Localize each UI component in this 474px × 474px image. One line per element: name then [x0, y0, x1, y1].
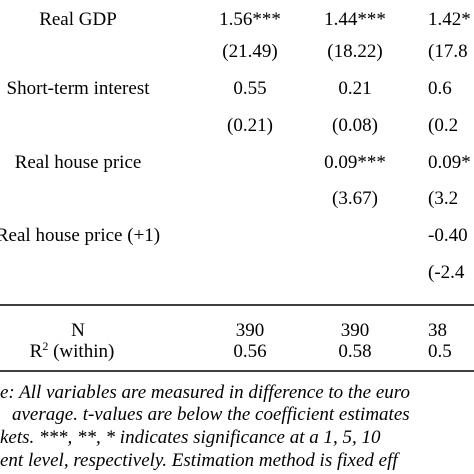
cell: 0.09*** [324, 152, 386, 173]
cell: (18.22) [327, 41, 382, 62]
cell: 0.58 [338, 341, 371, 362]
row-label: Real GDP [39, 9, 117, 30]
cell: (3.2 [428, 188, 458, 209]
label-part: 2 [42, 339, 48, 353]
note-line: e: All variables are measured in differe… [0, 382, 410, 403]
cell: (21.49) [222, 41, 277, 62]
cell: 390 [236, 320, 265, 341]
cell: 0.6 [428, 78, 452, 99]
cell: 390 [341, 320, 370, 341]
label-part: R [30, 341, 43, 362]
label-part: (within) [48, 341, 114, 362]
cell: 38 [428, 320, 447, 341]
cell: 1.44*** [324, 9, 386, 30]
cell: (17.8 [428, 41, 468, 62]
cell: 1.42* [428, 9, 471, 30]
cell: (0.08) [332, 115, 378, 136]
cell: (0.2 [428, 115, 458, 136]
row-label: N [71, 320, 85, 341]
row-label: R2 (within) [30, 339, 115, 362]
row-label: Real house price [15, 152, 142, 173]
cell: 1.56*** [219, 9, 281, 30]
cell: 0.21 [338, 78, 371, 99]
note-line: kets. ***, **, * indicates significance … [0, 427, 381, 448]
row-label: Real house price (+1) [0, 225, 160, 246]
cell: (-2.4 [428, 262, 465, 283]
cell: 0.09* [428, 152, 471, 173]
cell: (3.67) [332, 188, 378, 209]
cell: 0.55 [233, 78, 266, 99]
cell: 0.56 [233, 341, 266, 362]
row-label: Short-term interest [7, 78, 151, 99]
note-line: ent level, respectively. Estimation meth… [0, 450, 400, 471]
cell: (0.21) [227, 115, 273, 136]
note-line: average. t-values are below the coeffici… [12, 404, 410, 425]
cell: 0.5 [428, 341, 452, 362]
cell: -0.40 [428, 225, 468, 246]
